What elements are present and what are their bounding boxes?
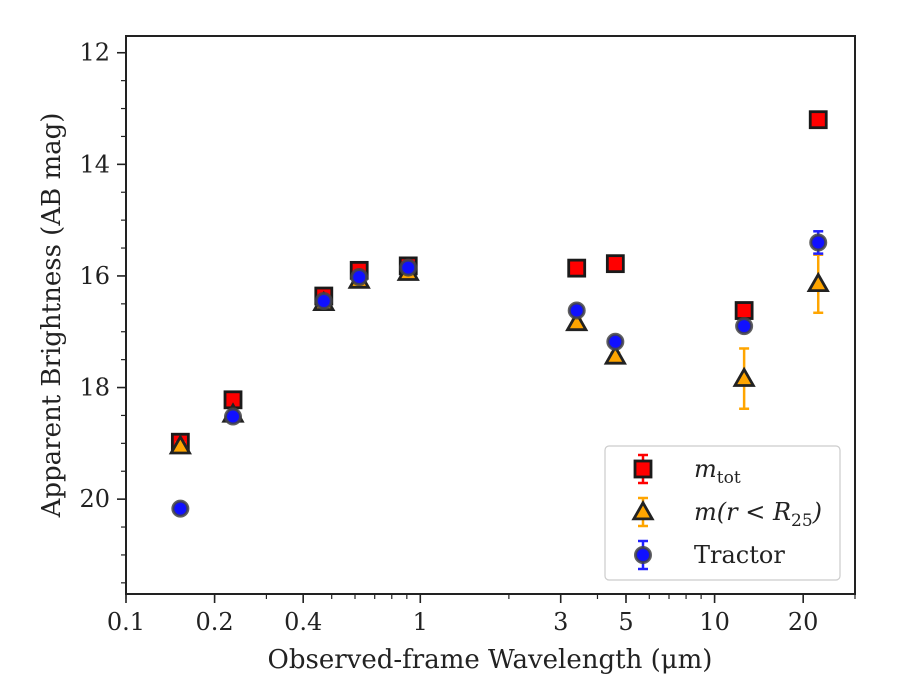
data-point [806,271,830,293]
legend-label: mtot [694,455,741,488]
y-axis: 12 14 16 18 20 [79,39,126,584]
data-point [350,268,369,287]
data-point [224,407,243,426]
x-tick-label: 0.1 [107,608,145,636]
series-triangle [168,253,830,455]
data-point [171,499,190,518]
data-point [168,434,192,455]
data-point [735,317,754,336]
data-point [565,310,589,332]
x-tick-label: 3 [553,608,568,636]
y-tick-label: 16 [79,262,110,290]
data-point [399,258,418,277]
x-tick-label: 20 [788,608,819,636]
data-point [732,366,756,387]
data-point [567,301,586,320]
plot-marks [168,110,830,518]
legend-marker [634,546,652,564]
y-tick-label: 12 [79,39,110,67]
y-tick-label: 18 [79,374,110,402]
legend-entries: mtot m(r < R25) Tractor [631,453,822,571]
x-tick-label: 0.4 [284,608,322,636]
x-tick-label: 1 [413,608,428,636]
legend-marker [631,499,655,521]
legend-label: Tractor [694,541,785,569]
data-point [567,258,587,278]
series-square [170,110,828,452]
y-tick-label: 14 [79,150,110,178]
data-point [605,254,625,274]
data-point [809,233,828,252]
legend-marker [633,459,653,479]
y-tick-label: 20 [79,485,110,513]
legend-frame [604,445,841,581]
legend: mtot m(r < R25) Tractor [604,445,841,581]
data-point [603,344,627,365]
x-axis: 0.1 0.2 0.4 1 3 5 10 20 [107,594,856,636]
y-axis-label: Apparent Brightness (AB mag) [37,113,67,519]
x-axis-label: Observed-frame Wavelength (μm) [268,645,713,675]
x-tick-label: 10 [699,608,730,636]
x-tick-label: 5 [618,608,633,636]
plot-frame [125,35,856,595]
data-point [808,110,828,130]
legend-label: m(r < R25) [694,498,822,531]
data-point [606,332,625,351]
x-tick-label: 0.2 [196,608,234,636]
data-point [734,301,754,320]
data-point [314,292,333,311]
series-circle [171,230,828,518]
